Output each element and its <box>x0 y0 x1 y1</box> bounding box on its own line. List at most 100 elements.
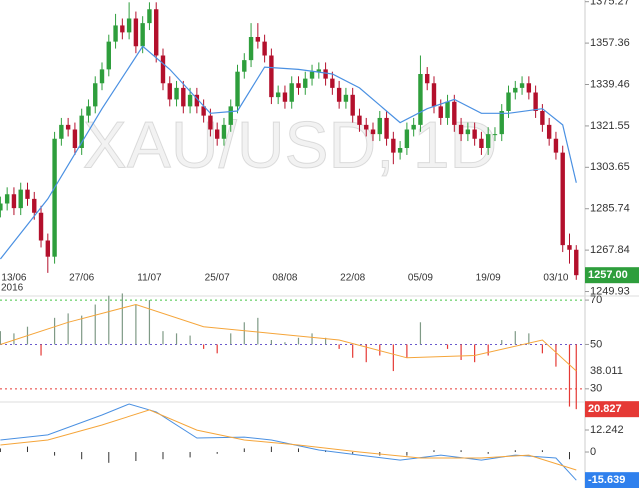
macd-hist <box>406 452 408 456</box>
candle-body <box>560 152 565 246</box>
rsi-bar <box>297 337 300 345</box>
candle-body <box>425 74 430 84</box>
y-tick-label: 50 <box>590 338 602 350</box>
candle-body <box>526 83 532 93</box>
rsi-bar <box>257 317 259 345</box>
rsi-bar <box>40 344 42 356</box>
rsi-bar <box>135 304 137 345</box>
macd-hist <box>297 448 299 453</box>
candle-body <box>79 115 84 148</box>
macd-hist <box>568 452 570 460</box>
macd-hist <box>514 450 516 453</box>
candle-body <box>499 111 504 135</box>
macd-hist <box>216 452 218 454</box>
rsi-bar <box>270 340 272 345</box>
candle-body <box>113 25 118 42</box>
candle-body <box>391 138 396 153</box>
rsi-bar <box>121 293 123 345</box>
candle-body <box>208 115 213 130</box>
candle-body <box>154 9 159 56</box>
candle-body <box>99 69 105 84</box>
macd-last-box <box>585 472 639 488</box>
candle-body <box>65 124 71 130</box>
candle-body <box>0 203 3 211</box>
candle-body <box>93 83 98 107</box>
x-tick-label: 13/06 <box>1 273 26 284</box>
y-tick-label: 0 <box>590 446 596 458</box>
candle-body <box>262 41 267 56</box>
macd-last: -15.639 <box>588 474 625 486</box>
x-tick-label: 05/09 <box>408 273 433 284</box>
x-tick-label: 08/08 <box>272 273 297 284</box>
y-tick-label: 1339.46 <box>590 78 630 90</box>
macd-hist <box>54 452 56 456</box>
rsi-bar <box>528 333 530 345</box>
rsi-bar <box>324 337 327 345</box>
y-tick-label: 1303.65 <box>590 161 630 173</box>
candle-body <box>418 74 423 125</box>
candle-body <box>445 101 450 118</box>
candle-body <box>133 18 139 47</box>
y-tick-label: 1285.74 <box>590 203 630 215</box>
candle-body <box>472 129 477 139</box>
candle-body <box>336 87 342 102</box>
y-tick-label: 1375.27 <box>590 0 630 8</box>
rsi-bar <box>406 344 408 358</box>
moving-average <box>0 45 577 260</box>
x-tick-label: 22/08 <box>340 273 365 284</box>
macd-hist <box>541 450 543 453</box>
rsi-bar <box>379 344 381 356</box>
x-tick-label: 03/10 <box>543 273 568 284</box>
macd-hist <box>270 446 272 453</box>
candle-body <box>289 83 294 102</box>
candle-body <box>404 129 410 148</box>
candle-body <box>25 189 30 199</box>
candle-body <box>147 9 152 24</box>
candle-body <box>248 37 254 61</box>
y-tick-label: 12.242 <box>590 424 624 436</box>
candle-body <box>120 25 125 33</box>
rsi-bar <box>94 304 96 345</box>
x-tick-label: 19/09 <box>476 273 501 284</box>
macd-hist <box>433 450 435 453</box>
candle-body <box>323 69 328 79</box>
rsi-bar <box>162 331 164 345</box>
candle-body <box>553 138 559 153</box>
macd-hist <box>162 452 164 460</box>
rsi-bar <box>541 344 543 354</box>
watermark: XAU/USD, 1D <box>83 107 497 181</box>
candle-body <box>18 189 23 209</box>
rsi-bar <box>338 344 340 349</box>
rsi-bar <box>13 333 15 345</box>
rsi-bar <box>487 344 489 356</box>
y-tick-label: 70 <box>590 294 602 306</box>
candle-body <box>513 87 518 93</box>
candle-body <box>309 71 315 79</box>
candle-body <box>330 78 335 88</box>
macd-hist <box>108 452 110 463</box>
macd-hist <box>487 452 489 454</box>
rsi-bar <box>67 313 69 345</box>
candle-body <box>194 94 200 107</box>
rsi-bar <box>216 344 218 354</box>
rsi-bar <box>446 344 449 349</box>
x-tick-label: 27/06 <box>69 273 94 284</box>
candle-body <box>567 245 572 250</box>
candle-body <box>506 92 511 111</box>
y-tick-label: 30 <box>590 383 602 395</box>
rsi-signal <box>0 303 577 372</box>
macd-hist <box>135 452 137 462</box>
candle-body <box>4 194 10 204</box>
candle-body <box>546 124 552 139</box>
macd-hist <box>26 446 28 453</box>
candle-body <box>492 134 498 136</box>
candle-body <box>540 111 545 125</box>
last-price: 1257.00 <box>588 269 628 281</box>
year-label: 2016 <box>1 283 24 294</box>
candle-body <box>364 124 369 130</box>
rsi-last: 20.827 <box>588 403 622 415</box>
rsi-bar <box>243 322 245 345</box>
candle-body <box>45 240 51 257</box>
rsi-bar <box>108 295 110 345</box>
rsi-bar <box>514 331 516 345</box>
